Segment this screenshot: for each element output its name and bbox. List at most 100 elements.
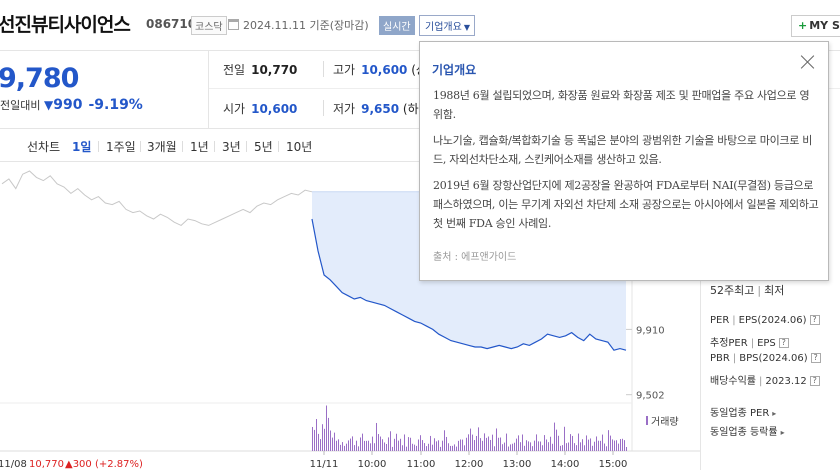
volume-bar	[474, 440, 475, 451]
volume-bar	[384, 442, 385, 451]
prev-close-value: 10,770	[251, 63, 298, 77]
volume-bar	[322, 424, 323, 451]
volume-bar	[574, 443, 575, 451]
volume-bar	[410, 437, 411, 451]
open-price: 시가 10,600	[223, 100, 297, 117]
volume-bar	[424, 443, 425, 451]
tab-1day[interactable]: 1일	[72, 140, 92, 154]
volume-bar	[372, 436, 373, 451]
volume-bar	[530, 442, 531, 451]
help-icon[interactable]: ?	[810, 353, 821, 363]
volume-bar	[386, 443, 387, 451]
corp-info-label: 기업개요	[425, 22, 462, 33]
low-label: 저가	[333, 102, 356, 116]
popup-paragraph-1: 1988년 6월 설립되었으며, 화장품 원료와 화장품 제조 및 판매업을 주…	[433, 89, 810, 121]
volume-bar	[580, 442, 581, 451]
chart-period-tabs: 선차트 1일 1주일 3개월 1년 3년 5년 10년	[0, 128, 700, 162]
realtime-button[interactable]: 실시간	[379, 16, 415, 35]
volume-bar	[492, 434, 493, 451]
volume-bar	[412, 443, 413, 451]
w52-high-low: 52주최고 | 최저	[710, 284, 785, 297]
volume-bar	[540, 441, 541, 451]
my-stock-button[interactable]: +MY ST	[791, 15, 840, 37]
tab-10year[interactable]: 10년	[286, 140, 313, 154]
volume-bar	[360, 437, 361, 451]
volume-bar	[356, 440, 357, 451]
high-label: 고가	[333, 63, 356, 77]
popup-paragraph-3: 2019년 6월 장항산업단지에 제2공장을 완공하여 FDA로부터 NAI(무…	[433, 179, 819, 230]
volume-bar	[498, 437, 499, 451]
volume-bar	[334, 432, 335, 451]
volume-bar	[508, 446, 509, 451]
volume-bar	[590, 438, 591, 451]
volume-bar	[572, 435, 573, 451]
volume-bar	[460, 439, 461, 451]
est-per-label: 추정PER	[710, 338, 748, 349]
volume-bar	[466, 437, 467, 451]
volume-bar	[558, 435, 559, 451]
stock-code: 086710	[146, 17, 197, 31]
dividend-label: 배당수익률	[710, 376, 756, 387]
volume-bar	[330, 430, 331, 451]
tab-1year[interactable]: 1년	[190, 140, 209, 154]
volume-bar	[484, 433, 485, 451]
volume-bar	[328, 417, 329, 451]
volume-bar	[370, 443, 371, 451]
volume-bar	[514, 442, 515, 451]
volume-bar	[338, 439, 339, 451]
sector-rate-link[interactable]: 동일업종 등락률 ▸	[710, 423, 785, 438]
dividend-yield: 배당수익률 | 2023.12?	[710, 372, 820, 387]
volume-bar	[494, 446, 495, 451]
tab-line-chart[interactable]: 선차트	[27, 140, 61, 154]
volume-bar	[502, 444, 503, 451]
volume-bar	[450, 445, 451, 451]
help-icon[interactable]: ?	[778, 338, 789, 348]
tab-1week[interactable]: 1주일	[106, 140, 136, 154]
eps-label: EPS(2024.06)	[738, 315, 807, 326]
volume-bar	[546, 439, 547, 451]
volume-bar	[374, 443, 375, 451]
volume-bar	[352, 436, 353, 451]
volume-bar	[350, 438, 351, 451]
volume-bar	[464, 445, 465, 451]
volume-bar	[388, 437, 389, 451]
tab-3year[interactable]: 3년	[222, 140, 241, 154]
volume-bar	[612, 439, 613, 451]
volume-bar	[564, 426, 565, 451]
sector-per-link[interactable]: 동일업종 PER ▸	[710, 404, 776, 419]
volume-bar	[614, 440, 615, 451]
volume-bar	[458, 440, 459, 451]
volume-bar	[420, 435, 421, 451]
volume-bar	[408, 437, 409, 451]
volume-bar	[394, 438, 395, 451]
volume-bar	[376, 422, 377, 451]
price-change: 전일대비 ▼990 -9.19%	[0, 97, 143, 113]
volume-bar	[472, 434, 473, 451]
side-panel: 52주최고 | 최저 PER | EPS(2024.06)? 추정PER | EPS? PB…	[700, 270, 840, 470]
close-icon[interactable]	[800, 54, 816, 70]
corp-info-button[interactable]: 기업개요 ▼	[419, 15, 475, 36]
volume-bar	[468, 434, 469, 451]
volume-bar	[446, 436, 447, 451]
volume-bar	[396, 433, 397, 451]
volume-bar	[422, 440, 423, 451]
volume-bar	[326, 405, 327, 451]
tab-5year[interactable]: 5년	[254, 140, 273, 154]
x-tick-label: 13:00	[503, 459, 532, 470]
volume-bar	[434, 438, 435, 451]
volume-bar	[602, 434, 603, 451]
tab-3month[interactable]: 3개월	[147, 140, 177, 154]
volume-bar	[490, 439, 491, 451]
chevron-right-icon: ▸	[772, 409, 777, 418]
volume-bar	[404, 434, 405, 451]
help-icon[interactable]: ?	[809, 376, 820, 386]
volume-bar	[610, 435, 611, 451]
volume-bar	[608, 430, 609, 451]
volume-bar	[582, 439, 583, 451]
volume-bar	[340, 444, 341, 451]
help-icon[interactable]: ?	[809, 315, 820, 325]
volume-bar	[398, 440, 399, 451]
volume-bar	[532, 446, 533, 451]
volume-bar	[364, 440, 365, 451]
volume-bar	[358, 446, 359, 451]
